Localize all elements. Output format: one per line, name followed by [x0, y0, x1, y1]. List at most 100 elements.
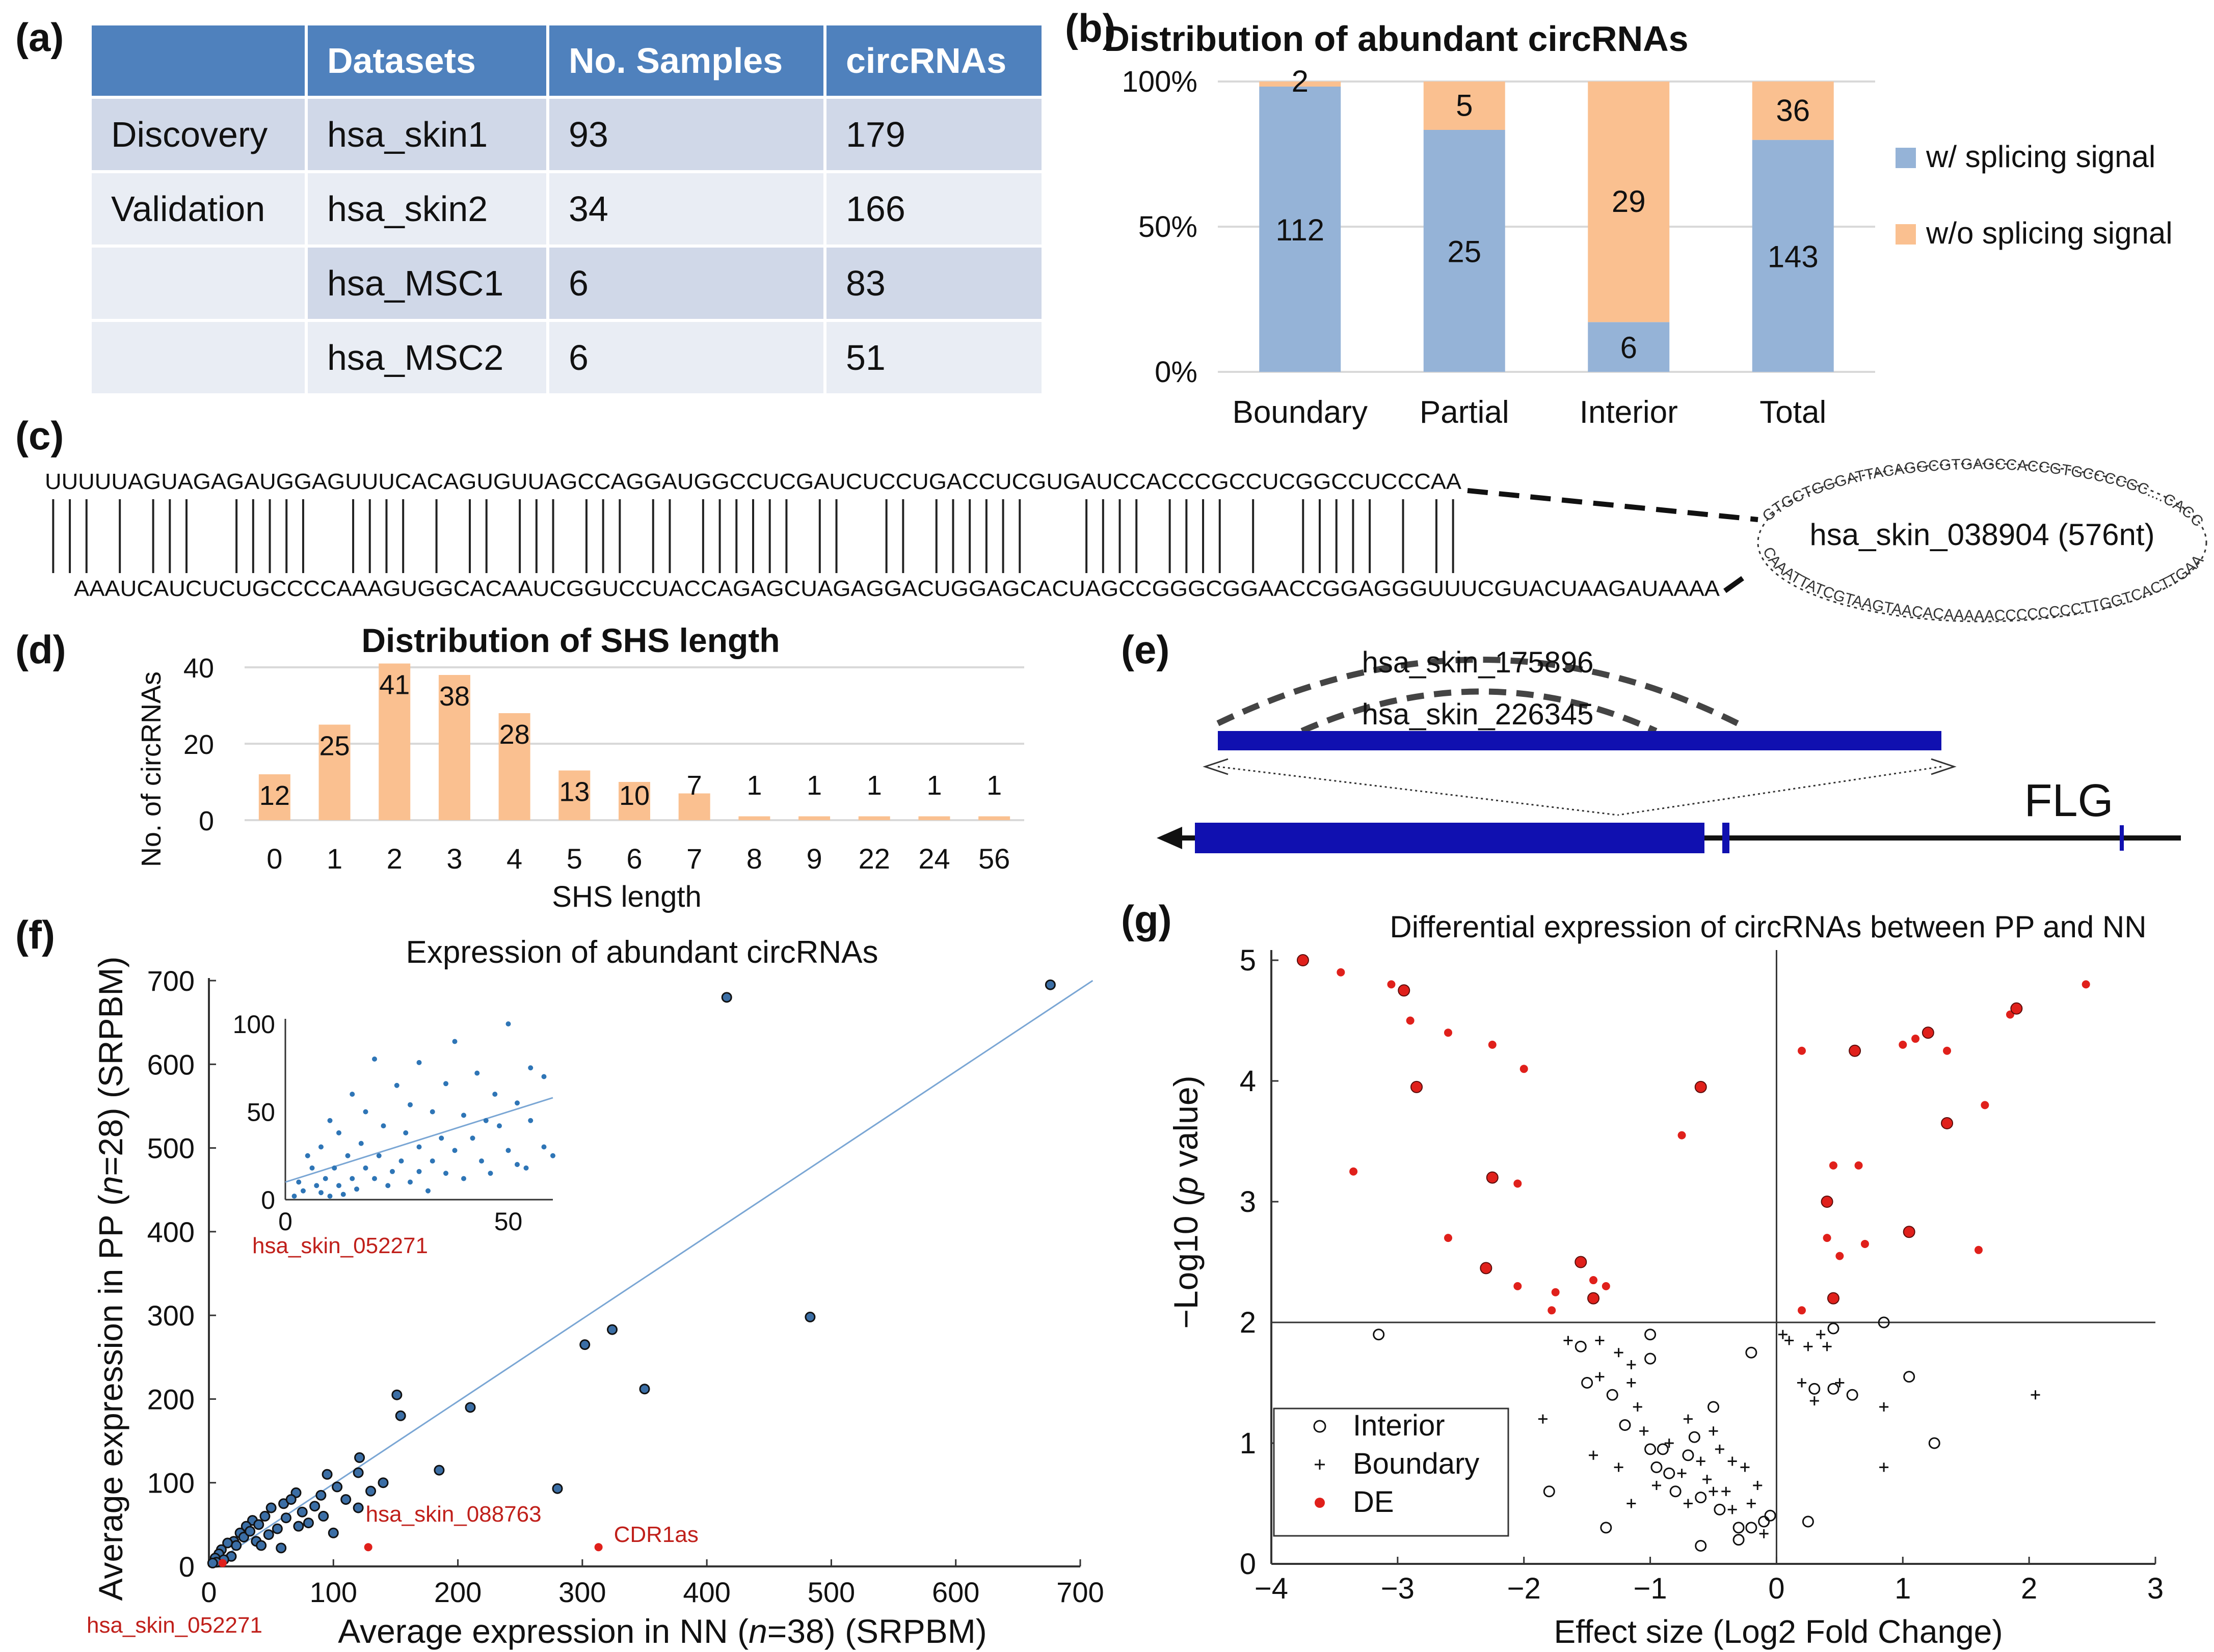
data-point: [1045, 979, 1056, 990]
x-tick-label: 100: [310, 1576, 357, 1608]
y-tick-label: 100: [147, 1467, 195, 1499]
x-tick-label: 300: [558, 1576, 606, 1608]
chart-g-xlabel: Effect size (Log2 Fold Change): [1554, 1613, 2003, 1650]
de-point: [1444, 1028, 1452, 1037]
inset-data-point: [350, 1176, 355, 1181]
x-tick-label: 600: [932, 1576, 979, 1608]
inset-data-point: [381, 1123, 386, 1129]
gene-label-flg: FLG: [2024, 775, 2113, 826]
inset-data-point: [350, 1092, 355, 1097]
bar-with-splicing: [1259, 87, 1341, 372]
chart-b-title: Distribution of abundant circRNAs: [1104, 19, 1688, 59]
x-tick-label: 1: [327, 843, 342, 875]
inset-data-point: [550, 1153, 555, 1158]
data-point: [465, 1402, 476, 1413]
bar-value-label: 28: [499, 719, 530, 750]
bar-value-label: 38: [439, 681, 470, 712]
interior-point: [1732, 1534, 1745, 1546]
inset-data-point: [523, 1165, 529, 1171]
de-point: [1941, 1117, 1954, 1129]
data-point: [332, 1481, 343, 1493]
y-tick-label: 0: [1240, 1548, 1256, 1581]
bar: [318, 724, 351, 820]
bar: [858, 816, 890, 820]
de-point: [1337, 968, 1345, 977]
boundary-point: [1683, 1499, 1693, 1508]
inset-data-point: [452, 1148, 458, 1153]
bar-with-splicing: [1423, 130, 1505, 372]
zoom-arrow-left: [1203, 758, 1229, 775]
data-point: [721, 992, 732, 1003]
data-point: [245, 1526, 256, 1537]
legend-label: w/ splicing signal: [1926, 140, 2155, 174]
boundary-point: [1740, 1463, 1750, 1472]
table-cell-circrnas: 83: [825, 246, 1045, 322]
flg-gene-diagram: hsa_skin_175896 hsa_skin_226345 FLG: [1157, 646, 2181, 853]
inset-data-point: [492, 1092, 498, 1097]
bar-without-splicing: [1752, 82, 1834, 140]
highlight-point: [218, 1559, 227, 1567]
interior-point: [1928, 1437, 1940, 1449]
inset-y-tick-label: 100: [233, 1010, 275, 1039]
de-point: [1694, 1080, 1707, 1093]
boundary-point: [1715, 1444, 1724, 1454]
interior-point: [1846, 1389, 1858, 1401]
bar-value-label: 5: [1456, 89, 1473, 123]
bar-value-label: 2: [1292, 64, 1309, 98]
y-tick-label: 0: [199, 806, 214, 836]
x-tick-label: −3: [1381, 1572, 1415, 1605]
boundary-point: [1595, 1372, 1605, 1382]
inset-data-point: [416, 1169, 422, 1174]
y-tick-label: 50%: [1138, 210, 1197, 243]
highlight-point: [594, 1543, 603, 1552]
bar-value-label: 6: [1620, 331, 1637, 365]
y-tick-label: 600: [147, 1048, 195, 1080]
y-tick-label: 20: [183, 729, 214, 760]
bar-with-splicing: [1588, 322, 1670, 372]
panel-label-c: (c): [15, 413, 64, 458]
table-cell-group: [92, 320, 308, 396]
inset-data-point: [376, 1153, 382, 1158]
de-point: [1602, 1282, 1610, 1290]
x-tick-label: 200: [434, 1576, 482, 1608]
inset-data-point: [430, 1109, 435, 1115]
bar: [438, 675, 470, 820]
label-hsa-skin-175896: hsa_skin_175896: [1362, 646, 1594, 679]
de-point: [1860, 1239, 1869, 1248]
inset-data-point: [461, 1113, 466, 1118]
y-tick-label: 2: [1240, 1306, 1256, 1339]
chart-f-ylabel: Average expression in PP (n=28) (SRPBM): [92, 956, 129, 1601]
table-cell-circrnas: 51: [825, 320, 1045, 396]
interior-point: [1373, 1329, 1385, 1341]
data-point: [354, 1452, 365, 1463]
de-point: [1398, 984, 1410, 997]
table-cell-dataset: hsa_MSC1: [306, 246, 549, 322]
boundary-point: [1803, 1342, 1813, 1351]
boundary-point: [1709, 1486, 1718, 1496]
de-point: [1387, 980, 1396, 989]
de-point: [1677, 1131, 1686, 1140]
inset-data-point: [403, 1130, 409, 1135]
fit-line: [208, 980, 1093, 1567]
de-point: [1823, 1234, 1831, 1242]
legend-swatch: [1896, 148, 1916, 168]
data-point: [263, 1529, 274, 1540]
de-point: [1798, 1306, 1806, 1315]
inset-x-tick-label: 0: [278, 1207, 292, 1236]
data-point: [309, 1501, 321, 1512]
table-header-empty: [92, 25, 308, 99]
boundary-point: [1589, 1450, 1598, 1460]
gene-direction-arrow: [1157, 827, 1182, 849]
boundary-point: [1721, 1486, 1731, 1496]
de-point: [1480, 1262, 1492, 1275]
boundary-point: [1626, 1499, 1636, 1508]
de-point: [1899, 1040, 1907, 1049]
boundary-point: [1822, 1342, 1832, 1351]
x-tick-label: 7: [686, 843, 702, 875]
data-point: [340, 1494, 352, 1505]
chart-f-title: Expression of abundant circRNAs: [406, 935, 878, 970]
inset-data-point: [394, 1082, 399, 1088]
inset-data-point: [474, 1070, 480, 1076]
data-point: [353, 1502, 364, 1513]
arc-hsa-skin-175896: [1216, 657, 1739, 726]
